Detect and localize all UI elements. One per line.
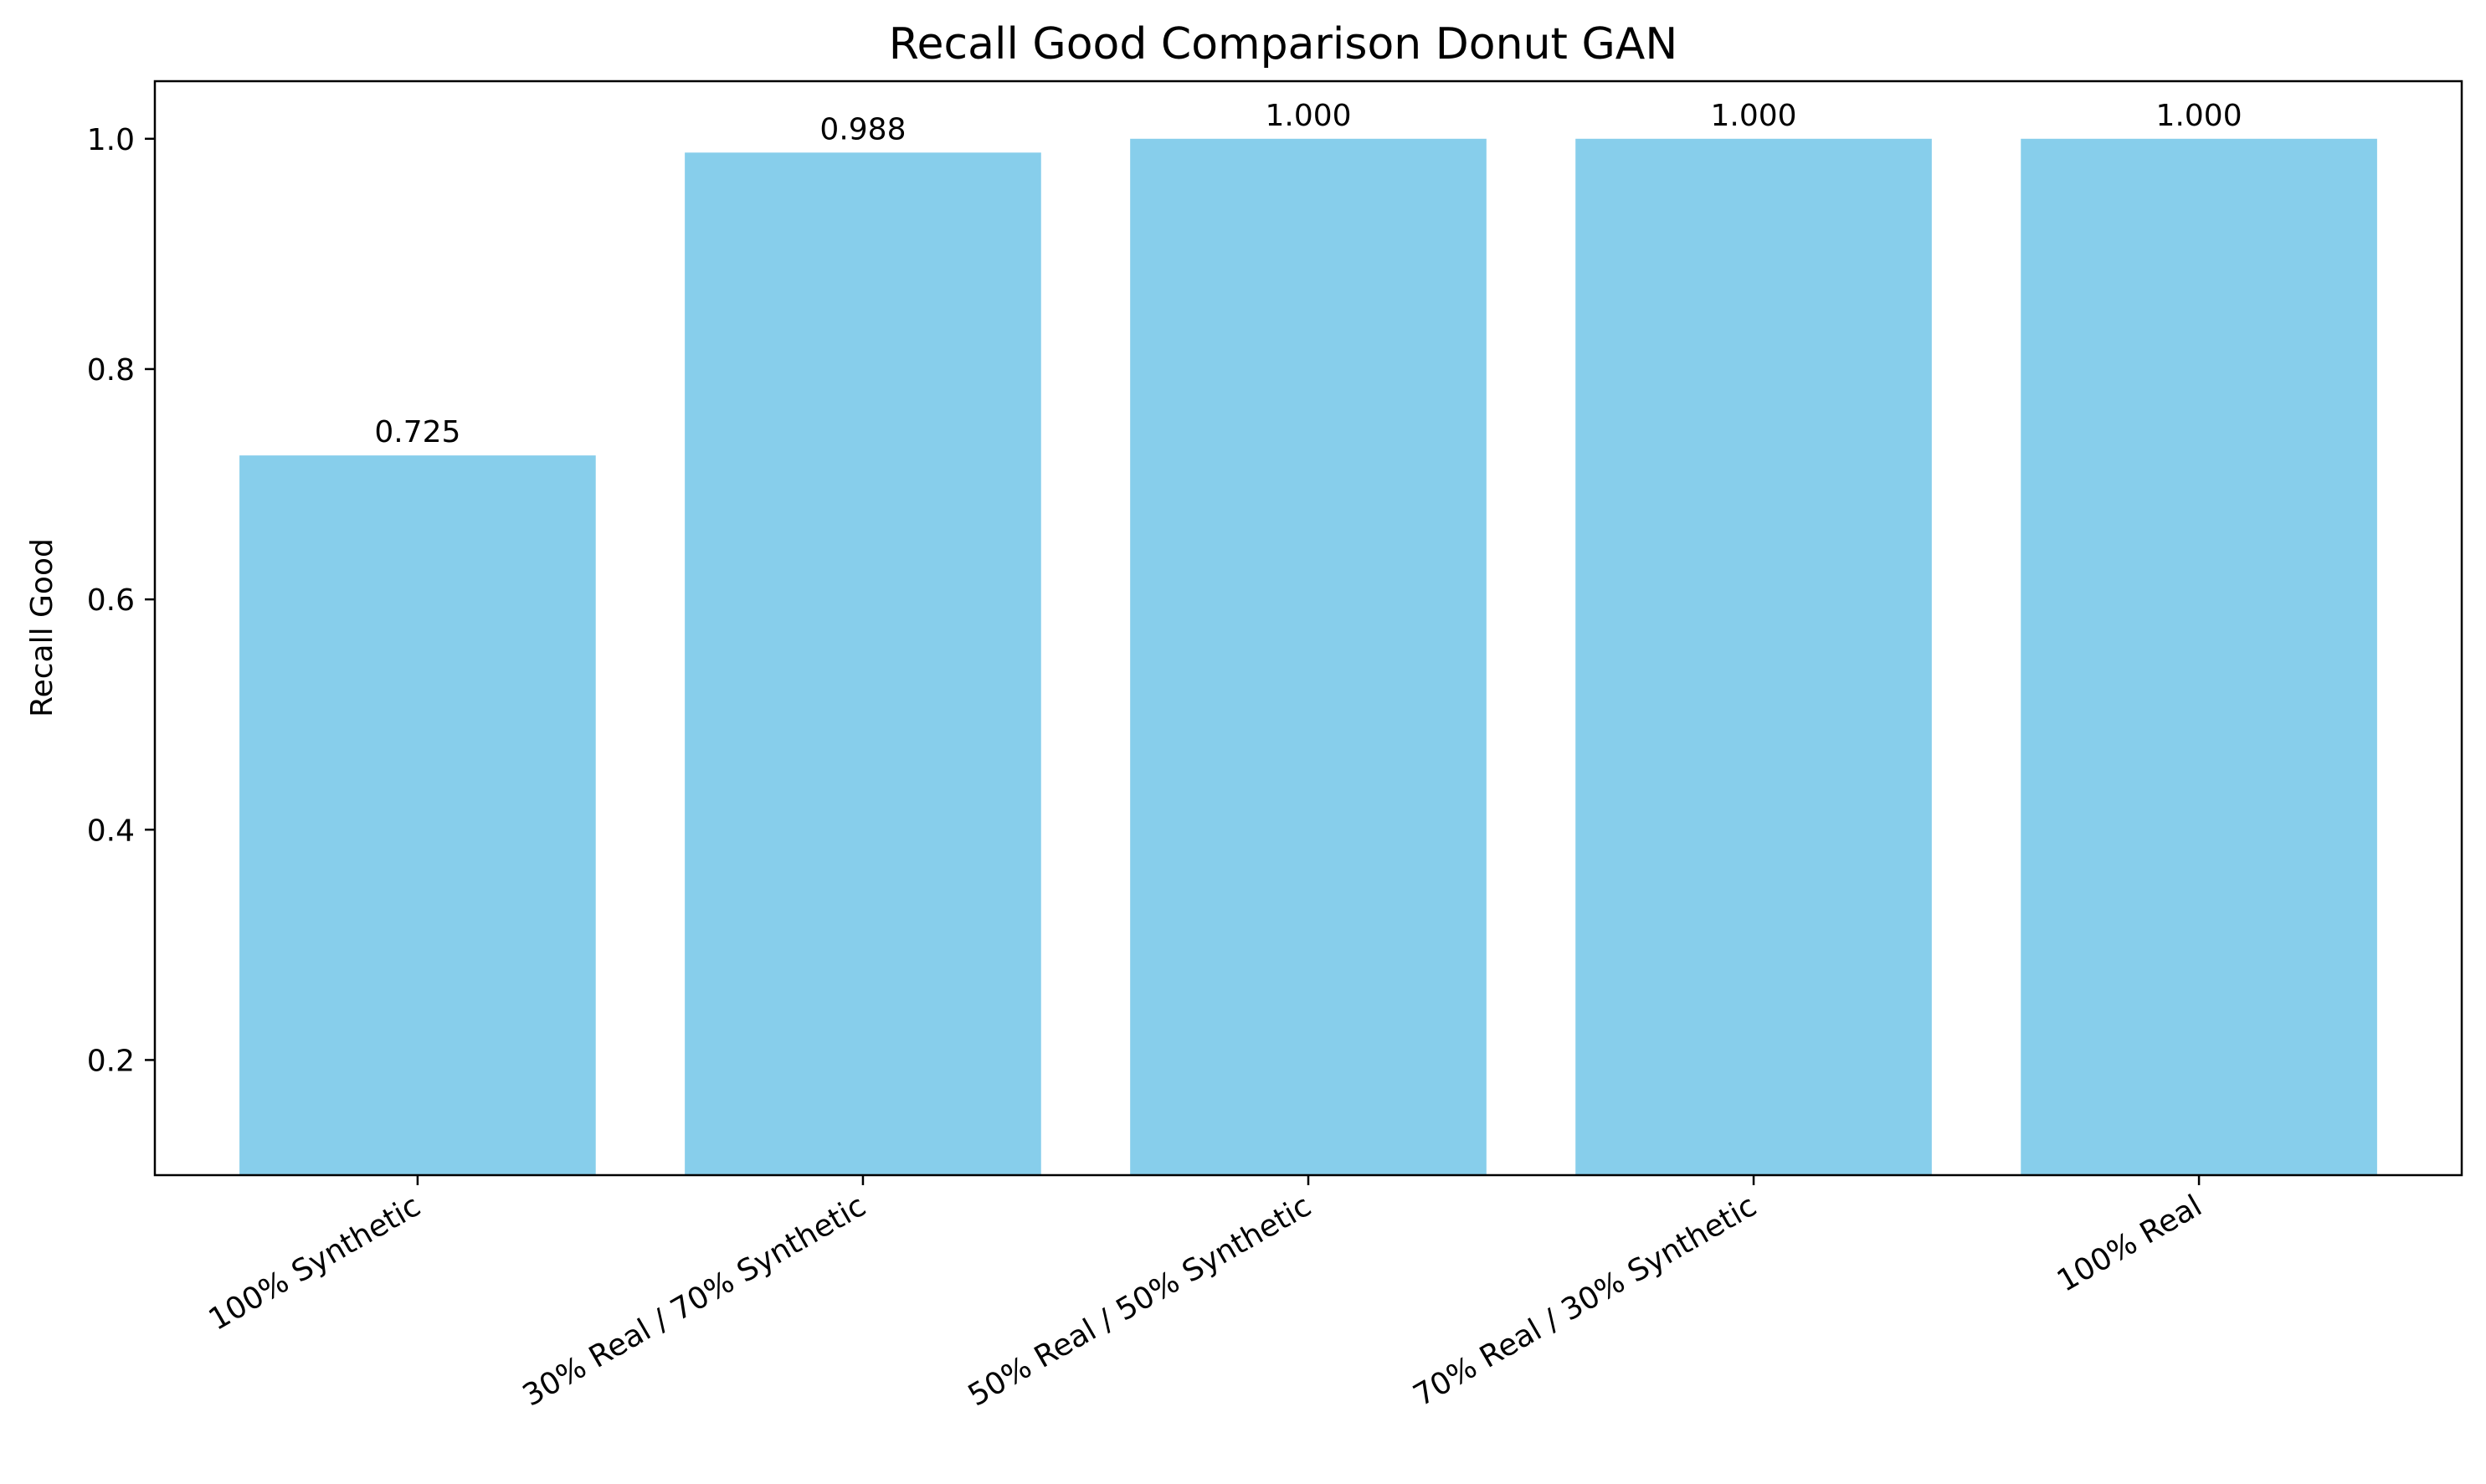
bars-layer <box>239 138 2377 1176</box>
y-tick-label: 0.8 <box>87 353 135 388</box>
y-axis: 0.2 0.4 0.6 0.8 1.0 <box>87 123 155 1078</box>
x-tick-label: 100% Real <box>2052 1189 2208 1298</box>
x-axis: 100% Synthetic 30% Real / 70% Synthetic 50… <box>203 1175 2208 1414</box>
bar-3 <box>1130 138 1487 1176</box>
data-labels-layer: 0.725 0.988 1.000 1.000 1.000 <box>374 99 2242 449</box>
y-tick-label: 0.6 <box>87 583 135 618</box>
y-tick-label: 0.2 <box>87 1044 135 1078</box>
data-label-1: 0.725 <box>374 415 460 449</box>
y-tick-label: 0.4 <box>87 814 135 848</box>
bar-2 <box>685 152 1041 1175</box>
data-label-3: 1.000 <box>1265 99 1351 133</box>
bar-4 <box>1575 138 1932 1176</box>
plot-frame <box>153 80 2463 1177</box>
y-axis-label: Recall Good <box>25 538 59 717</box>
data-label-5: 1.000 <box>2156 99 2242 133</box>
bar-1 <box>239 455 596 1175</box>
x-tick-label: 100% Synthetic <box>203 1189 427 1338</box>
data-label-4: 1.000 <box>1711 99 1797 133</box>
y-tick-label: 1.0 <box>87 123 135 157</box>
x-tick-label: 70% Real / 30% Synthetic <box>1408 1189 1763 1413</box>
x-tick-label: 30% Real / 70% Synthetic <box>517 1189 872 1413</box>
x-tick-label: 50% Real / 50% Synthetic <box>963 1189 1317 1413</box>
bar-5 <box>2021 138 2377 1176</box>
chart-title: Recall Good Comparison Donut GAN <box>889 19 1677 69</box>
data-label-2: 0.988 <box>819 112 906 146</box>
